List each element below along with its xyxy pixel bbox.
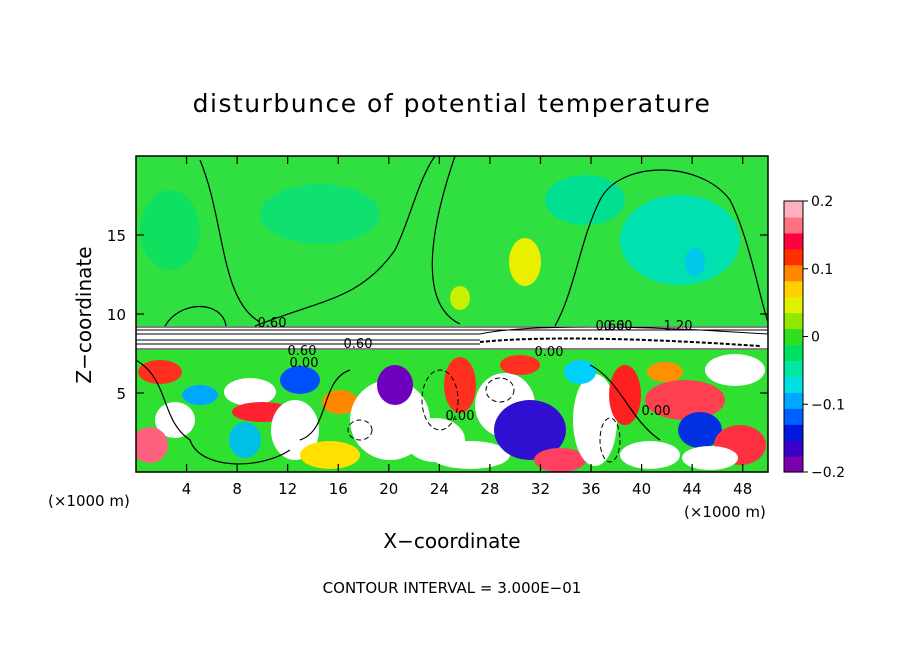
colorbar-swatch xyxy=(784,296,803,314)
colorbar-swatch xyxy=(784,201,803,218)
turbulence-blob xyxy=(494,400,566,460)
x-tick-label: 12 xyxy=(278,480,297,498)
colorbar-swatch xyxy=(784,344,803,362)
colorbar: 0.2 0.1 0 −0.1 −0.2 xyxy=(783,194,845,481)
x-tick-label: 16 xyxy=(329,480,348,498)
colorbar-swatch xyxy=(784,248,803,266)
colorbar-swatch xyxy=(784,376,803,393)
turbulence-blob xyxy=(682,446,738,470)
turbulence-blob xyxy=(377,365,413,405)
turbulence-blob xyxy=(271,400,319,460)
turbulence-blob xyxy=(138,360,182,384)
x-tick-label: 4 xyxy=(182,480,192,498)
turbulence-blob xyxy=(136,427,168,463)
contour-label: 0.60 xyxy=(604,319,633,334)
turbulence-blob xyxy=(705,354,765,386)
contour-interval-note: CONTOUR INTERVAL = 3.000E−01 xyxy=(323,579,582,597)
colorbar-swatch xyxy=(784,280,803,298)
turbulence-blob xyxy=(564,360,596,384)
contour-labels: 0.600.60 0.600.600.000.000.00 0.000.60 1.20 xyxy=(258,316,693,424)
y-tick-label: 15 xyxy=(107,227,126,245)
turbulence-blob xyxy=(300,441,360,469)
colorbar-swatch xyxy=(784,408,803,425)
y-axis-label: Z−coordinate xyxy=(72,246,96,383)
colorbar-swatch xyxy=(784,328,803,346)
contour-label: 0.00 xyxy=(290,356,319,371)
turbulence-blob xyxy=(155,402,195,438)
contour-label: 0.60 xyxy=(288,344,317,359)
turbulence-blob xyxy=(229,422,261,458)
turbulence-blob xyxy=(620,441,680,469)
turbulence-blob xyxy=(609,365,641,425)
turbulence-blob xyxy=(430,441,510,469)
turbulence-blob xyxy=(182,385,218,405)
turbulence-blob xyxy=(224,378,276,406)
contour-label: 0.60 xyxy=(596,319,625,334)
contour-label: 1.20 xyxy=(664,319,693,334)
x-tick-label: 36 xyxy=(581,480,600,498)
warm-patch xyxy=(509,238,541,286)
contour-label: 0.00 xyxy=(535,345,564,360)
colorbar-swatch xyxy=(784,456,803,473)
colorbar-swatch xyxy=(784,424,803,441)
dashed-contours xyxy=(347,369,621,463)
turbulence-blob xyxy=(280,366,320,394)
x-tick-label: 44 xyxy=(683,480,702,498)
cool-patch xyxy=(620,195,740,285)
colorbar-label: −0.2 xyxy=(811,465,845,481)
x-tick-label: 40 xyxy=(632,480,651,498)
contour-label: 0.60 xyxy=(344,337,373,352)
x-axis-label: X−coordinate xyxy=(383,529,520,553)
x-tick-label: 8 xyxy=(232,480,242,498)
turbulence-blob xyxy=(500,355,540,375)
x-axis-unit-right: (×1000 m) xyxy=(684,503,766,521)
colorbar-label: 0.2 xyxy=(811,194,833,210)
turbulence-blob xyxy=(322,390,358,414)
contour-label: 0.00 xyxy=(642,404,671,419)
x-axis-unit: (×1000 m) xyxy=(48,492,130,510)
turbulence-blob xyxy=(444,357,476,413)
x-tick-label: 32 xyxy=(531,480,550,498)
x-axis: 4 8 12 16 20 24 28 32 36 40 44 48 xyxy=(182,156,752,498)
warm-patch xyxy=(450,286,470,310)
colorbar-swatch xyxy=(784,312,803,330)
cool-patch xyxy=(545,175,625,225)
contour-label: 0.00 xyxy=(446,409,475,424)
colorbar-label: 0 xyxy=(811,330,820,346)
turbulence-blob xyxy=(573,374,617,466)
colorbar-swatch xyxy=(784,264,803,282)
y-axis: 5 10 15 xyxy=(107,227,768,403)
x-tick-label: 20 xyxy=(379,480,398,498)
colorbar-swatch xyxy=(784,360,803,377)
cool-patch xyxy=(685,248,705,276)
x-tick-label: 28 xyxy=(480,480,499,498)
y-tick-label: 5 xyxy=(116,385,126,403)
warm-patch xyxy=(140,190,200,270)
turbulence-blob xyxy=(678,412,722,448)
turbulent-blobs xyxy=(136,354,766,472)
turbulence-blob xyxy=(647,362,683,382)
plot-area xyxy=(136,156,768,472)
colorbar-swatch xyxy=(784,216,803,234)
colorbar-label: 0.1 xyxy=(811,262,833,278)
colorbar-label: −0.1 xyxy=(811,397,845,413)
inversion-lines xyxy=(136,326,768,350)
turbulence-blob xyxy=(645,380,725,420)
y-tick-label: 10 xyxy=(107,306,126,324)
contour-label: 0.60 xyxy=(258,316,287,331)
x-tick-label: 48 xyxy=(733,480,752,498)
chart-title: disturbunce of potential temperature xyxy=(193,89,712,118)
warm-patch xyxy=(260,184,380,244)
turbulence-blob xyxy=(534,448,586,472)
colorbar-swatch xyxy=(784,392,803,409)
solid-contours xyxy=(136,156,768,465)
x-tick-label: 24 xyxy=(430,480,449,498)
colorbar-swatch xyxy=(784,232,803,250)
colorbar-swatch xyxy=(784,440,803,457)
